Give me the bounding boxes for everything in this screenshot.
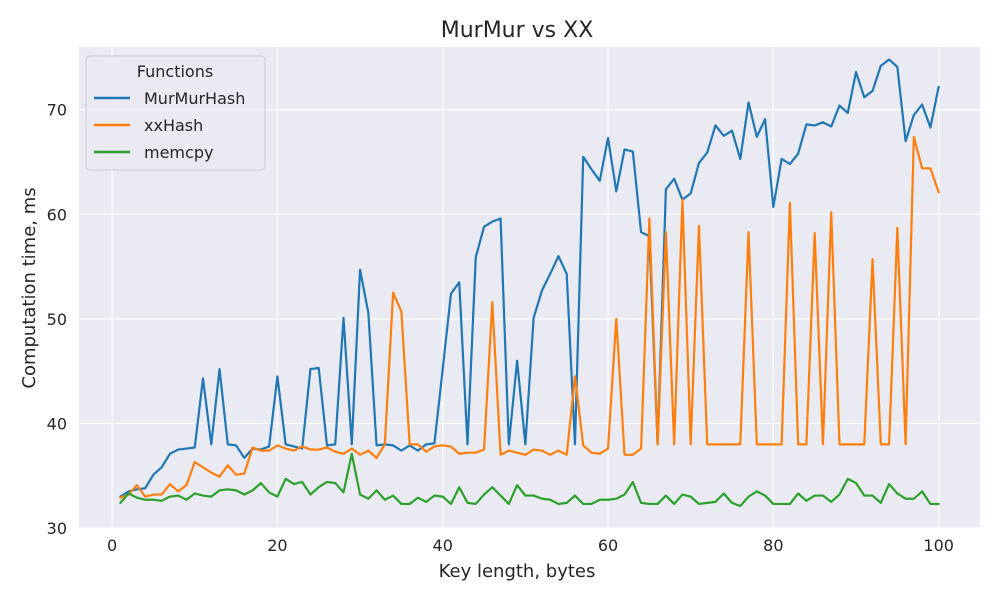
- y-axis-label: Computation time, ms: [19, 187, 40, 388]
- x-tick-labels: 0 20 40 60 80 100: [107, 536, 954, 555]
- legend-label: MurMurHash: [144, 89, 245, 108]
- legend: Functions MurMurHash xxHash memcpy: [85, 55, 266, 171]
- y-tick-label: 60: [47, 205, 67, 224]
- legend-title: Functions: [137, 62, 213, 81]
- legend-label: memcpy: [144, 143, 213, 162]
- x-tick-label: 80: [763, 536, 783, 555]
- x-tick-label: 100: [923, 536, 954, 555]
- y-tick-labels: 30 40 50 60 70: [47, 101, 67, 538]
- legend-item-xxhash: xxHash: [94, 116, 203, 135]
- y-tick-label: 70: [47, 101, 67, 120]
- series-line-memcpy: [119, 452, 940, 508]
- x-axis-label: Key length, bytes: [439, 561, 596, 582]
- legend-item-murmurhash: MurMurHash: [94, 89, 245, 108]
- legend-box: [85, 55, 266, 171]
- y-tick-label: 30: [47, 519, 67, 538]
- legend-label: xxHash: [144, 116, 203, 135]
- x-tick-label: 20: [267, 536, 287, 555]
- y-tick-label: 50: [47, 310, 67, 329]
- x-tick-label: 60: [598, 536, 618, 555]
- x-tick-label: 0: [107, 536, 117, 555]
- y-tick-label: 40: [47, 414, 67, 433]
- series-layer: [119, 58, 940, 508]
- grid-lines: [79, 47, 980, 529]
- chart-title: MurMur vs XX: [441, 18, 594, 43]
- legend-item-memcpy: memcpy: [94, 143, 213, 162]
- series-line-xxhash: [119, 135, 940, 499]
- x-tick-label: 40: [433, 536, 453, 555]
